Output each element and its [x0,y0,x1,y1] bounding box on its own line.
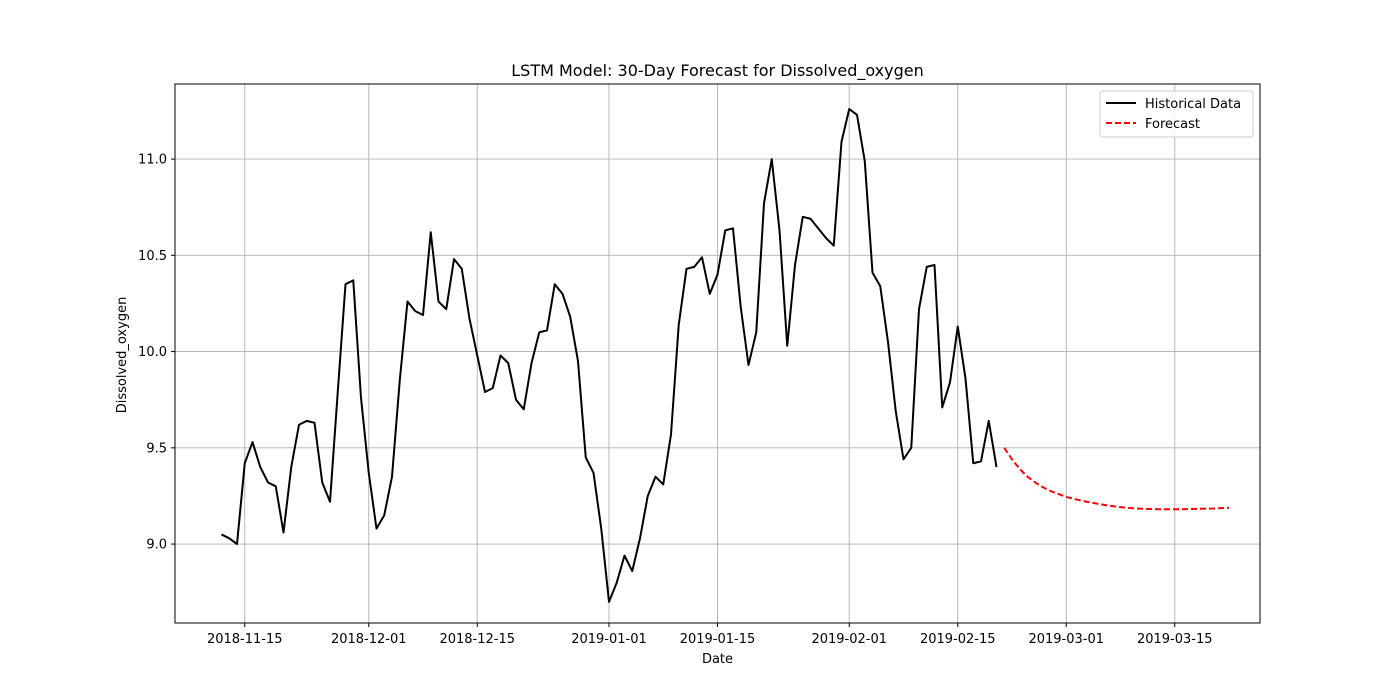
y-tick-label: 9.5 [146,441,167,456]
grid [175,84,1260,623]
legend-label-forecast: Forecast [1145,117,1200,132]
legend-box [1099,90,1254,138]
x-tick-label: 2019-03-15 [1137,632,1213,647]
x-axis-label: Date [702,652,733,667]
x-tick-label: 2019-01-15 [680,632,756,647]
x-tick-label: 2018-12-01 [331,632,407,647]
y-tick-label: 11.0 [138,153,167,168]
y-axis-label: Dissolved_oxygen [115,297,130,414]
historical-data-line [221,108,998,603]
legend: Historical Data Forecast [1099,90,1254,138]
x-tick-label: 2018-12-15 [439,632,515,647]
y-tick-label: 10.5 [138,249,167,264]
legend-label-historical: Historical Data [1145,97,1241,112]
x-tick-label: 2019-02-01 [811,632,887,647]
x-tick-label: 2019-02-15 [920,632,996,647]
chart-title: LSTM Model: 30-Day Forecast for Dissolve… [511,61,923,81]
series-layer [221,108,1230,603]
forecast-line [1003,447,1230,511]
axis-ticks: 2018-11-15 2018-12-01 2018-12-15 2019-01-01… [138,153,1212,647]
y-tick-label: 10.0 [138,345,167,360]
x-tick-label: 2019-03-01 [1028,632,1104,647]
y-tick-label: 9.0 [146,538,167,553]
x-tick-label: 2018-11-15 [207,632,283,647]
x-tick-label: 2019-01-01 [571,632,647,647]
